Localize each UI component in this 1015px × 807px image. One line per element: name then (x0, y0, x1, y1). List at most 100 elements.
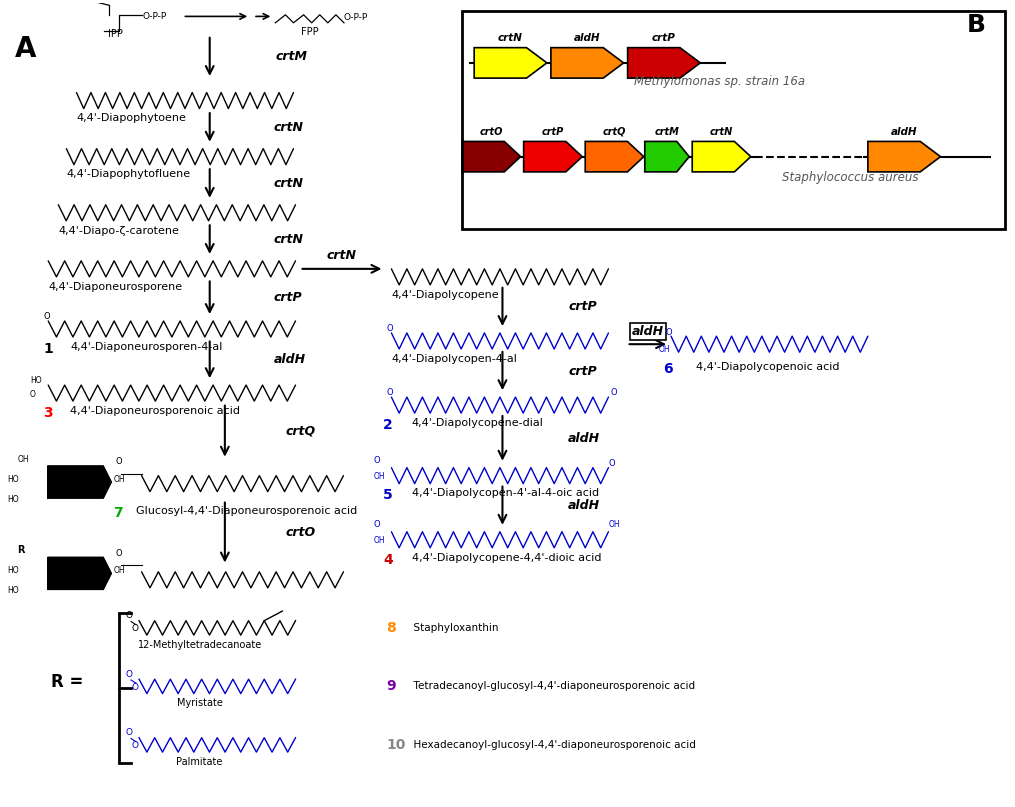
Text: aldH: aldH (574, 33, 601, 43)
Text: OH: OH (374, 472, 385, 481)
Text: O: O (132, 741, 139, 751)
Text: crtN: crtN (327, 249, 357, 262)
Polygon shape (48, 558, 112, 589)
Text: O: O (610, 388, 617, 398)
Polygon shape (645, 141, 689, 172)
Text: O: O (116, 458, 122, 466)
Text: 4,4'-Diapolycopene: 4,4'-Diapolycopene (392, 290, 499, 299)
Text: crtM: crtM (275, 50, 308, 63)
Text: B: B (967, 13, 986, 37)
Text: Methylomonas sp. strain 16a: Methylomonas sp. strain 16a (634, 74, 805, 87)
Text: crtP: crtP (568, 365, 597, 378)
Text: crtQ: crtQ (285, 424, 316, 437)
Text: O: O (126, 611, 133, 621)
Text: O: O (387, 388, 393, 398)
Text: 7: 7 (114, 506, 123, 520)
Text: 4,4'-Diapolycopen-4-al: 4,4'-Diapolycopen-4-al (392, 353, 518, 364)
Text: O: O (666, 328, 673, 337)
Text: aldH: aldH (631, 324, 664, 338)
Text: OH: OH (374, 536, 385, 545)
Text: R: R (17, 546, 25, 555)
Text: O: O (132, 624, 139, 633)
Text: 4,4'-Diapo-ζ-carotene: 4,4'-Diapo-ζ-carotene (58, 226, 180, 236)
Text: Palmitate: Palmitate (177, 757, 223, 767)
Text: O: O (116, 549, 122, 558)
Text: 2: 2 (384, 418, 393, 432)
Text: 1: 1 (44, 342, 53, 356)
Text: crtN: crtN (273, 177, 303, 190)
Text: Myristate: Myristate (177, 698, 222, 709)
Text: 4,4'-Diapolycopene-4,4'-dioic acid: 4,4'-Diapolycopene-4,4'-dioic acid (412, 553, 601, 562)
Text: OH: OH (17, 455, 29, 464)
Text: O-P-P: O-P-P (142, 12, 166, 21)
Text: 4,4'-Diapophytoene: 4,4'-Diapophytoene (76, 113, 187, 123)
Text: HO: HO (7, 567, 19, 575)
Text: OH: OH (608, 520, 620, 529)
Text: crtP: crtP (273, 291, 301, 304)
Text: crtQ: crtQ (603, 127, 626, 136)
Text: A: A (15, 35, 37, 63)
Polygon shape (462, 141, 521, 172)
Text: O: O (30, 390, 36, 399)
Text: O: O (374, 520, 380, 529)
Text: HO: HO (30, 376, 42, 385)
Text: crtN: crtN (709, 127, 733, 136)
Text: crtP: crtP (652, 33, 676, 43)
Text: HO: HO (7, 495, 19, 504)
Text: crtP: crtP (568, 300, 597, 313)
Polygon shape (524, 141, 583, 172)
Text: 4,4'-Diapophytofluene: 4,4'-Diapophytofluene (66, 169, 191, 179)
Text: 5: 5 (384, 488, 393, 503)
Text: 4,4'-Diapolycopene-dial: 4,4'-Diapolycopene-dial (412, 418, 543, 428)
Text: 8: 8 (387, 621, 396, 635)
Text: Tetradecanoyl-glucosyl-4,4'-diaponeurosporenoic acid: Tetradecanoyl-glucosyl-4,4'-diaponeurosp… (407, 681, 694, 692)
Text: Hexadecanoyl-glucosyl-4,4'-diaponeurosporenoic acid: Hexadecanoyl-glucosyl-4,4'-diaponeurospo… (407, 740, 695, 750)
Text: aldH: aldH (273, 353, 306, 366)
Text: Staphylococcus aureus: Staphylococcus aureus (783, 171, 919, 184)
Text: OH: OH (114, 567, 125, 575)
Text: aldH: aldH (891, 127, 918, 136)
Polygon shape (868, 141, 941, 172)
Text: 3: 3 (44, 406, 53, 420)
Text: crtP: crtP (542, 127, 564, 136)
Polygon shape (474, 48, 547, 78)
Text: HO: HO (7, 587, 19, 596)
Text: HO: HO (7, 475, 19, 484)
Text: 6: 6 (663, 362, 673, 376)
Text: OH: OH (659, 345, 671, 354)
Text: O: O (374, 456, 380, 465)
Text: 10: 10 (387, 738, 406, 752)
Polygon shape (551, 48, 623, 78)
Text: crtN: crtN (273, 121, 303, 134)
Text: 9: 9 (387, 679, 396, 693)
Text: IPP: IPP (109, 29, 123, 40)
Text: aldH: aldH (568, 432, 600, 445)
Polygon shape (586, 141, 644, 172)
Text: aldH: aldH (568, 500, 600, 512)
Text: O-P-P: O-P-P (344, 13, 368, 22)
Text: 4,4'-Diapolycopen-4'-al-4-oic acid: 4,4'-Diapolycopen-4'-al-4-oic acid (412, 488, 599, 499)
Text: O: O (132, 683, 139, 692)
Text: Staphyloxanthin: Staphyloxanthin (407, 623, 498, 633)
Text: O: O (387, 324, 393, 333)
Text: O: O (608, 459, 615, 468)
Text: 4,4'-Diaponeurosporene: 4,4'-Diaponeurosporene (48, 282, 183, 291)
Text: O: O (126, 670, 133, 679)
Text: OH: OH (114, 475, 125, 484)
Text: 4: 4 (384, 553, 393, 567)
Text: 4,4'-Diaponeurosporen-4-al: 4,4'-Diaponeurosporen-4-al (70, 342, 222, 352)
Text: R =: R = (51, 673, 83, 692)
Text: O: O (44, 312, 50, 320)
Text: crtO: crtO (480, 127, 503, 136)
Polygon shape (692, 141, 751, 172)
Polygon shape (48, 466, 112, 498)
Text: FPP: FPP (300, 27, 319, 37)
Text: 4,4'-Diapolycopenoic acid: 4,4'-Diapolycopenoic acid (696, 362, 839, 372)
Text: crtM: crtM (655, 127, 679, 136)
Text: crtN: crtN (273, 233, 303, 246)
Text: O: O (126, 728, 133, 738)
Text: crtN: crtN (498, 33, 523, 43)
Polygon shape (627, 48, 700, 78)
Text: 12-Methyltetradecanoate: 12-Methyltetradecanoate (137, 640, 262, 650)
Text: 4,4'-Diaponeurosporenoic acid: 4,4'-Diaponeurosporenoic acid (70, 406, 241, 416)
